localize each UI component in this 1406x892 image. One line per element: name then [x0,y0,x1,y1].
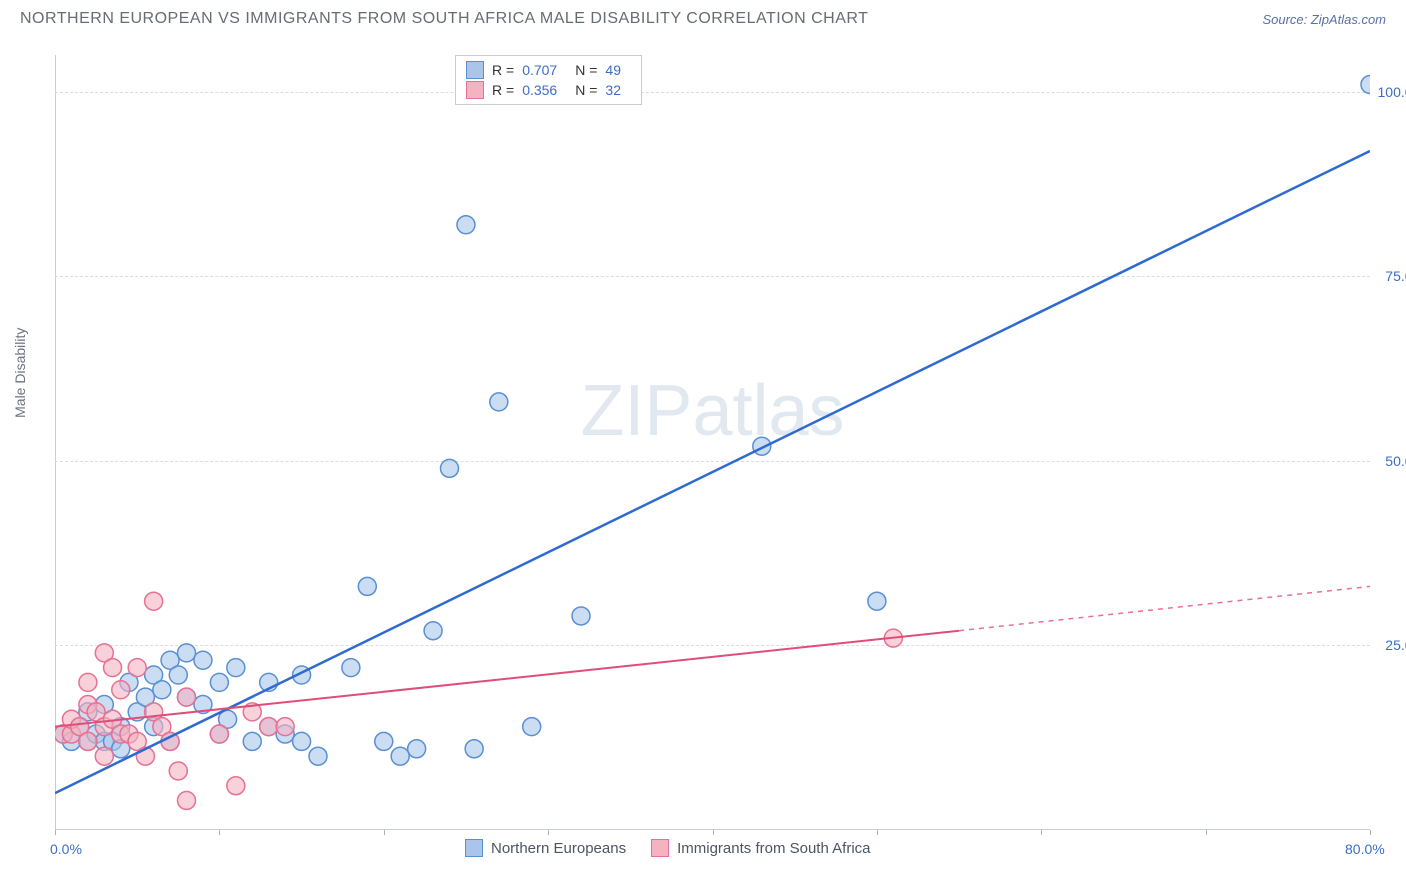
legend-stats-row: R = 0.707 N = 49 [466,60,631,80]
trend-line [55,151,1370,793]
scatter-point [260,718,278,736]
scatter-point [178,644,196,662]
scatter-point [572,607,590,625]
y-tick-label: 75.0% [1385,268,1406,284]
scatter-point [227,777,245,795]
legend-swatch [465,839,483,857]
scatter-point [79,732,97,750]
scatter-point [169,666,187,684]
trend-line-extrapolated [959,586,1370,630]
legend-n-value: 32 [605,82,621,98]
scatter-point [375,732,393,750]
scatter-point [523,718,541,736]
legend-series-item: Immigrants from South Africa [651,839,870,857]
chart-header: NORTHERN EUROPEAN VS IMMIGRANTS FROM SOU… [0,0,1406,33]
scatter-point [391,747,409,765]
scatter-point [128,659,146,677]
scatter-point [194,651,212,669]
scatter-point [358,577,376,595]
legend-n-label: N = [575,62,597,78]
legend-swatch [466,61,484,79]
scatter-point [457,216,475,234]
scatter-point [293,732,311,750]
scatter-point [210,725,228,743]
scatter-point [104,659,122,677]
scatter-point [210,673,228,691]
scatter-point [169,762,187,780]
scatter-point [1361,76,1370,94]
legend-r-value: 0.356 [522,82,557,98]
y-tick-label: 100.0% [1378,84,1406,100]
scatter-point [441,459,459,477]
legend-series-label: Northern Europeans [491,840,626,857]
scatter-point [465,740,483,758]
legend-swatch [466,81,484,99]
y-tick-label: 50.0% [1385,453,1406,469]
legend-stats-row: R = 0.356 N = 32 [466,80,631,100]
legend-n-label: N = [575,82,597,98]
legend-series-label: Immigrants from South Africa [677,840,870,857]
scatter-point [153,681,171,699]
legend-r-label: R = [492,82,514,98]
y-axis-label: Male Disability [12,328,28,418]
scatter-point [95,747,113,765]
legend-n-value: 49 [605,62,621,78]
scatter-point [424,622,442,640]
scatter-point [112,681,130,699]
scatter-point [227,659,245,677]
scatter-point [868,592,886,610]
legend-r-value: 0.707 [522,62,557,78]
scatter-point [243,732,261,750]
plot-area: ZIPatlas 25.0%50.0%75.0%100.0% 0.0%80.0%… [55,55,1370,845]
scatter-point [79,673,97,691]
legend-stats-box: R = 0.707 N = 49 R = 0.356 N = 32 [455,55,642,105]
scatter-point [276,718,294,736]
legend-swatch [651,839,669,857]
y-tick-label: 25.0% [1385,637,1406,653]
scatter-point [490,393,508,411]
chart-source: Source: ZipAtlas.com [1262,12,1386,27]
scatter-point [178,791,196,809]
scatter-point [408,740,426,758]
chart-container: Male Disability ZIPatlas 25.0%50.0%75.0%… [50,55,1386,855]
x-tick [1370,830,1371,835]
scatter-plot-svg [55,55,1370,845]
scatter-point [342,659,360,677]
legend-r-label: R = [492,62,514,78]
scatter-point [309,747,327,765]
scatter-point [178,688,196,706]
chart-title: NORTHERN EUROPEAN VS IMMIGRANTS FROM SOU… [20,10,868,28]
legend-series-item: Northern Europeans [465,839,626,857]
legend-series: Northern Europeans Immigrants from South… [465,839,871,857]
scatter-point [145,592,163,610]
